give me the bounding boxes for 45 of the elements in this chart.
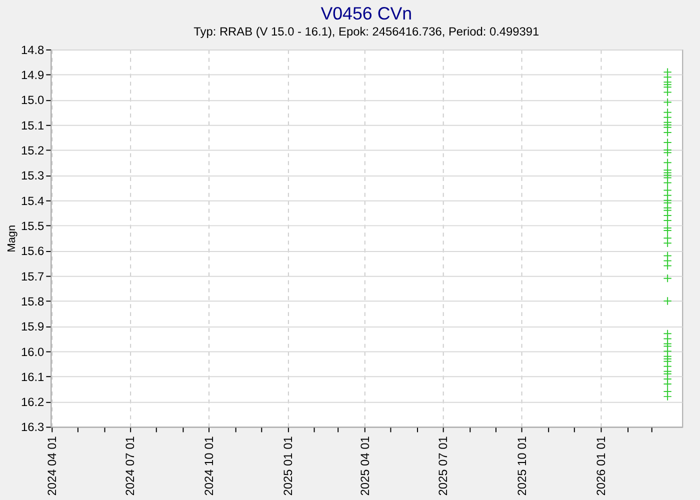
y-tick-label: 15.8 <box>20 294 45 308</box>
y-tick-label: 15.5 <box>20 218 45 233</box>
point <box>663 72 672 82</box>
point <box>663 98 672 107</box>
y-tick-label: 15.3 <box>20 168 45 183</box>
point <box>663 274 672 283</box>
point <box>663 261 672 270</box>
point <box>663 158 672 167</box>
y-axis-title: Magn <box>6 224 18 252</box>
y-tick-label: 15.4 <box>20 194 45 208</box>
point <box>663 296 672 306</box>
point <box>663 226 672 235</box>
y-tick-label: 16.2 <box>20 395 45 410</box>
point <box>663 234 672 242</box>
x-tick-label: 2025 04 01 <box>358 436 372 496</box>
x-tick-label: 2024 10 01 <box>202 436 216 496</box>
point <box>663 216 672 225</box>
y-tick-label: 15.6 <box>20 244 45 258</box>
point <box>663 148 672 157</box>
x-tick-label: 2025 10 01 <box>515 436 530 496</box>
point <box>663 88 672 97</box>
point <box>663 392 672 401</box>
point <box>663 68 672 76</box>
x-tick-label: 2025 07 01 <box>436 436 450 496</box>
y-tick-label: 15.7 <box>20 269 45 284</box>
point <box>663 178 672 188</box>
y-tick-label: 15.1 <box>20 118 45 132</box>
y-tick-label: 16.0 <box>20 344 45 359</box>
chart-subtitle: Typ: RRAB (V 15.0 - 16.1), Epok: 2456416.736, Period: 0.499391 <box>194 24 540 39</box>
x-tick-label: 2026 01 01 <box>594 436 608 496</box>
y-tick-label: 16.3 <box>20 420 45 434</box>
y-tick-label: 15.0 <box>20 93 45 108</box>
y-tick-label: 14.8 <box>20 42 45 57</box>
point <box>663 128 672 137</box>
x-tick-label: 2024 04 01 <box>44 436 59 496</box>
x-tick-label: 2025 01 01 <box>280 436 295 496</box>
y-tick-label: 15.9 <box>20 320 45 334</box>
y-tick-label: 16.1 <box>20 370 45 384</box>
chart-title: V0456 CVn <box>320 4 412 24</box>
point <box>663 380 672 388</box>
x-tick-label: 2024 07 01 <box>123 436 138 496</box>
point <box>663 238 672 248</box>
y-tick-label: 15.2 <box>20 144 45 158</box>
point <box>663 138 672 147</box>
y-tick-label: 14.9 <box>20 68 45 82</box>
